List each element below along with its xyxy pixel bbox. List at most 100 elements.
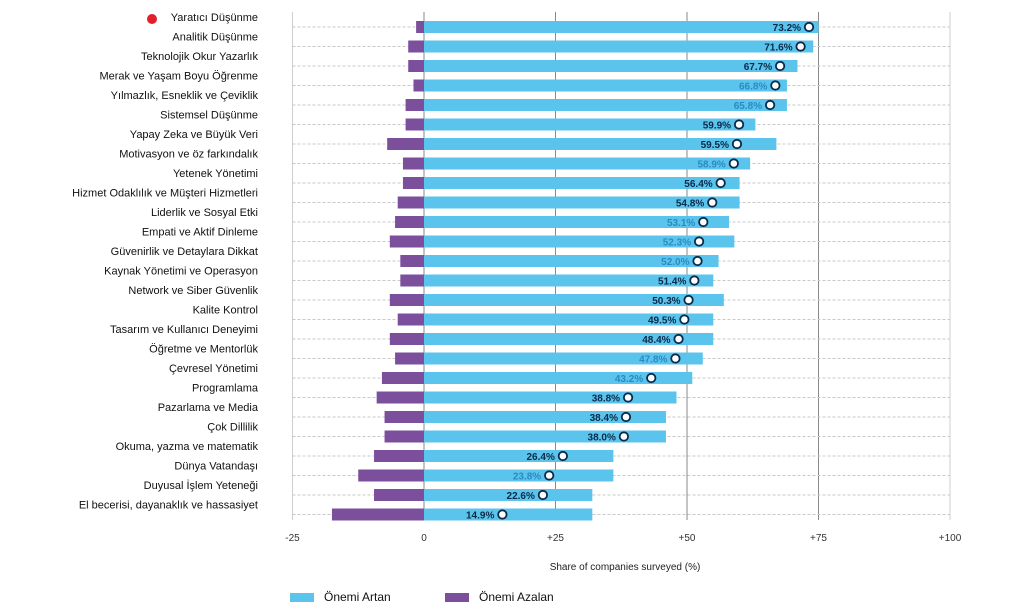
net-marker [497, 509, 508, 520]
bar-increasing [424, 40, 814, 53]
category-label: Motivasyon ve öz farkındalık [119, 149, 258, 161]
bar-decreasing [416, 21, 424, 33]
net-value-label: 23.8% [513, 472, 541, 483]
category-label: Network ve Siber Güvenlik [128, 285, 258, 297]
legend: Önemi Artan Önemi Azalan [0, 590, 700, 616]
category-label: Yapay Zeka ve Büyük Veri [130, 129, 258, 141]
net-value-label: 54.8% [676, 199, 704, 210]
bar-increasing [424, 469, 614, 482]
skills-bar-chart: 73.2% 71.6% 67.7% 66.8% 65.8%59.9% 59.5% 58.9%… [72, 12, 962, 573]
bar-decreasing [381, 372, 424, 384]
highlight-marker [147, 14, 157, 24]
net-value-label: 48.4% [642, 335, 670, 346]
net-value-label: 43.2% [615, 374, 643, 385]
legend-swatch-increasing [290, 592, 314, 602]
net-marker [715, 177, 726, 189]
category-label: Öğretme ve Mentorlük [149, 344, 258, 356]
bar-increasing [424, 430, 666, 443]
net-value-label: 14.9% [466, 511, 494, 522]
net-marker [698, 216, 709, 228]
net-value-label: 38.0% [588, 433, 616, 444]
x-tick-label: +25 [547, 533, 564, 544]
category-label: Programlama [192, 383, 259, 395]
bar-increasing [424, 60, 798, 72]
bar-increasing [424, 489, 593, 501]
category-label: Yılmazlık, Esneklik ve Çeviklik [111, 90, 259, 102]
category-label: Kaynak Yönetimi ve Operasyon [104, 266, 258, 278]
bar-increasing [424, 196, 740, 209]
net-value-label: 38.8% [592, 394, 620, 405]
net-marker [775, 60, 786, 72]
net-marker [557, 450, 568, 462]
bar-increasing [424, 157, 751, 170]
bar-decreasing [400, 274, 424, 287]
net-marker [795, 41, 806, 52]
net-value-label: 73.2% [773, 23, 801, 34]
x-axis-ticks: -25 0 +25 +50 +75 +100 [285, 533, 961, 544]
net-marker [622, 392, 634, 403]
net-value-label: 22.6% [507, 491, 535, 502]
net-marker [707, 197, 718, 208]
net-marker [733, 119, 745, 130]
net-marker [803, 21, 815, 33]
bar-decreasing [408, 40, 424, 53]
gridlines [292, 12, 951, 520]
category-label: Hizmet Odaklılık ve Müşteri Hizmetleri [72, 188, 258, 200]
bar-decreasing [389, 235, 424, 248]
bar-increasing [424, 255, 719, 267]
net-value-label: 26.4% [527, 452, 555, 463]
bar-decreasing [389, 333, 424, 345]
category-label: Yaratıcı Düşünme [171, 12, 258, 24]
bar-decreasing [395, 352, 424, 365]
category-label: Tasarım ve Kullanıcı Deneyimi [110, 324, 258, 336]
category-label: Sistemsel Düşünme [160, 110, 258, 122]
bar-decreasing [405, 99, 424, 111]
net-marker [679, 314, 690, 325]
net-marker [728, 158, 739, 169]
bar-increasing [424, 21, 819, 33]
net-marker [731, 138, 743, 150]
category-label: Analitik Düşünme [172, 32, 258, 44]
net-marker [692, 255, 703, 267]
net-marker [673, 333, 684, 345]
category-label: Güvenirlik ve Detaylara Dikkat [111, 246, 258, 258]
net-marker [765, 99, 776, 111]
bar-decreasing [358, 469, 424, 482]
category-label: Dünya Vatandaşı [174, 461, 258, 473]
bar-decreasing [395, 216, 424, 228]
net-markers: 73.2% 71.6% 67.7% 66.8% 65.8%59.9% 59.5% 58.9%… [466, 21, 815, 522]
net-value-label: 50.3% [652, 296, 680, 307]
net-marker [646, 372, 657, 384]
net-value-label: 52.3% [663, 238, 691, 249]
bar-decreasing [405, 118, 424, 131]
net-value-label: 65.8% [734, 101, 762, 112]
legend-swatch-decreasing [445, 592, 469, 602]
net-value-label: 58.9% [697, 160, 725, 171]
net-value-label: 67.7% [744, 62, 772, 73]
bar-increasing [424, 508, 593, 521]
bar-increasing [424, 99, 787, 111]
bar-decreasing [384, 430, 424, 443]
net-value-label: 71.6% [764, 43, 792, 54]
bar-increasing [424, 79, 787, 92]
net-value-label: 38.4% [590, 413, 618, 424]
bars [331, 21, 819, 521]
net-marker [670, 353, 681, 364]
bar-increasing [424, 391, 677, 404]
net-value-label: 53.1% [667, 218, 695, 229]
bar-increasing [424, 372, 693, 384]
category-label: Kalite Kontrol [193, 305, 258, 317]
category-label: El becerisi, dayanaklık ve hassasiyet [79, 500, 258, 512]
bar-decreasing [384, 411, 424, 423]
bar-decreasing [397, 313, 424, 326]
net-value-label: 51.4% [658, 277, 686, 288]
bar-decreasing [374, 489, 424, 501]
bar-increasing [424, 352, 703, 365]
x-tick-label: +50 [679, 533, 696, 544]
net-marker [620, 411, 632, 423]
net-marker [618, 431, 629, 442]
category-label: Duyusal İşlem Yeteneği [144, 479, 258, 492]
bar-increasing [424, 450, 614, 462]
bar-increasing [424, 138, 777, 150]
category-label: Çok Dillilik [207, 422, 258, 434]
